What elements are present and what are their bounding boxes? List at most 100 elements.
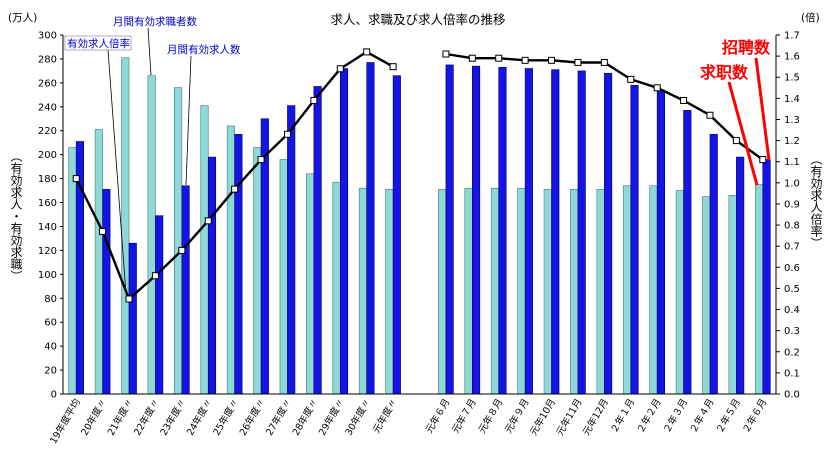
ratio-marker-layer bbox=[72, 48, 767, 303]
ratio-point-1-5 bbox=[574, 58, 582, 66]
ratio-point-0-3 bbox=[151, 272, 159, 280]
ratio-point-0-7 bbox=[257, 156, 265, 164]
right-tick-label-8: 0.8 bbox=[784, 221, 800, 232]
left-tick-label-13: 260 bbox=[38, 78, 57, 89]
ratio-point-1-2 bbox=[495, 54, 503, 62]
bar-openings-0-10 bbox=[339, 68, 349, 395]
ratio-point-1-3 bbox=[521, 56, 529, 64]
bar-seekers-1-3 bbox=[517, 187, 526, 395]
bar-openings-0-3 bbox=[155, 215, 164, 395]
bar-openings-0-4 bbox=[181, 185, 190, 395]
left-tick-label-8: 160 bbox=[38, 198, 57, 209]
seekers-series-label: 月間有効求職者数 bbox=[113, 15, 197, 28]
bar-seekers-1-5 bbox=[570, 189, 579, 395]
ratio-point-0-11 bbox=[363, 48, 371, 56]
bar-seekers-0-8 bbox=[279, 159, 288, 395]
bar-openings-1-12 bbox=[762, 159, 771, 395]
leader-line-layer bbox=[107, 27, 192, 295]
left-tick-label-5: 100 bbox=[38, 270, 57, 281]
bar-seekers-0-0 bbox=[68, 147, 77, 395]
ratio-point-1-1 bbox=[468, 54, 476, 62]
bar-openings-1-4 bbox=[551, 69, 560, 395]
bar-seekers-0-1 bbox=[94, 129, 103, 395]
bar-seekers-1-12 bbox=[754, 184, 764, 395]
ratio-point-1-7 bbox=[627, 75, 635, 83]
left-axis-unit: (万人) bbox=[8, 12, 37, 24]
red-annotation-openings: 招聘数 bbox=[722, 38, 771, 57]
right-tick-label-14: 1.4 bbox=[784, 94, 800, 105]
ratio-point-1-4 bbox=[548, 56, 556, 64]
right-axis-title: （有効求人倍率） bbox=[809, 153, 823, 249]
left-tick-label-12: 240 bbox=[38, 102, 57, 113]
bar-seekers-0-7 bbox=[253, 147, 262, 395]
bar-openings-0-5 bbox=[207, 156, 217, 395]
bar-openings-1-9 bbox=[683, 110, 692, 395]
ratio-point-0-0 bbox=[72, 175, 80, 183]
ratio-point-0-5 bbox=[204, 217, 212, 225]
ratio-point-0-8 bbox=[283, 130, 291, 138]
bar-seekers-0-5 bbox=[200, 105, 209, 395]
left-axis-title: （有効求人・有効求職） bbox=[9, 150, 23, 282]
left-tick-label-2: 40 bbox=[44, 342, 57, 353]
left-tick-label-7: 140 bbox=[38, 222, 57, 233]
bar-seekers-0-9 bbox=[306, 173, 315, 395]
bar-seekers-1-8 bbox=[649, 185, 658, 395]
bar-openings-0-9 bbox=[313, 86, 322, 395]
bar-seekers-1-9 bbox=[675, 190, 684, 395]
bar-openings-1-2 bbox=[498, 67, 507, 395]
ratio-point-1-6 bbox=[600, 58, 608, 66]
bar-openings-0-11 bbox=[366, 62, 375, 395]
right-tick-label-9: 0.9 bbox=[784, 199, 800, 210]
bar-openings-1-8 bbox=[656, 89, 665, 395]
left-tick-label-9: 180 bbox=[38, 174, 57, 185]
right-tick-label-3: 0.3 bbox=[784, 326, 800, 337]
bar-seekers-0-6 bbox=[226, 125, 235, 395]
ratio-point-0-1 bbox=[99, 227, 107, 235]
ratio-point-0-4 bbox=[178, 246, 186, 254]
bar-seekers-0-10 bbox=[332, 181, 341, 395]
bar-openings-1-11 bbox=[736, 156, 745, 395]
ratio-point-0-9 bbox=[310, 96, 318, 104]
left-tick-label-1: 20 bbox=[44, 366, 57, 377]
openings-series-label: 月間有効求人数 bbox=[167, 43, 241, 56]
ratio-label-box bbox=[64, 35, 132, 51]
left-tick-label-6: 120 bbox=[38, 246, 57, 257]
tick-layer: 0 20 40 60 80 100 120 140 160 180 200 220 240 260 280 3… bbox=[38, 31, 800, 401]
right-tick-label-6: 0.6 bbox=[784, 263, 800, 274]
ratio-point-1-0 bbox=[442, 50, 450, 58]
right-tick-label-12: 1.2 bbox=[784, 136, 800, 147]
bar-openings-1-7 bbox=[630, 84, 639, 395]
left-tick-label-14: 280 bbox=[38, 54, 57, 65]
right-tick-label-7: 0.7 bbox=[784, 242, 800, 253]
ratio-series-label: 有効求人倍率 bbox=[67, 37, 130, 50]
right-tick-label-2: 0.2 bbox=[784, 347, 800, 358]
right-tick-label-17: 1.7 bbox=[784, 31, 800, 42]
leader-line-openings bbox=[185, 55, 192, 186]
bar-seekers-0-12 bbox=[385, 189, 394, 395]
ratio-point-1-11 bbox=[732, 137, 740, 145]
right-tick-label-13: 1.3 bbox=[784, 115, 800, 126]
bar-openings-1-5 bbox=[577, 70, 586, 395]
ratio-point-1-10 bbox=[706, 111, 714, 119]
bar-openings-1-3 bbox=[524, 68, 533, 395]
ratio-point-0-12 bbox=[389, 63, 397, 71]
bar-seekers-1-7 bbox=[622, 185, 632, 395]
bar-seekers-1-2 bbox=[490, 187, 500, 395]
right-tick-label-15: 1.5 bbox=[784, 73, 800, 84]
right-tick-label-4: 0.4 bbox=[784, 305, 800, 316]
ratio-point-0-10 bbox=[336, 65, 344, 73]
bar-seekers-1-6 bbox=[596, 189, 605, 395]
left-tick-label-0: 0 bbox=[51, 390, 57, 401]
left-tick-label-11: 220 bbox=[38, 126, 57, 137]
bar-openings-0-8 bbox=[287, 105, 296, 395]
right-tick-label-10: 1.0 bbox=[784, 178, 800, 189]
right-tick-label-11: 1.1 bbox=[784, 157, 800, 168]
right-tick-label-0: 0.0 bbox=[784, 390, 800, 401]
bar-seekers-0-11 bbox=[358, 187, 367, 395]
right-axis-unit: (倍) bbox=[801, 11, 820, 24]
red-pointer-openings bbox=[754, 57, 771, 161]
left-tick-label-3: 60 bbox=[44, 318, 57, 329]
bar-seekers-1-11 bbox=[728, 195, 737, 395]
bar-openings-0-6 bbox=[234, 134, 243, 395]
